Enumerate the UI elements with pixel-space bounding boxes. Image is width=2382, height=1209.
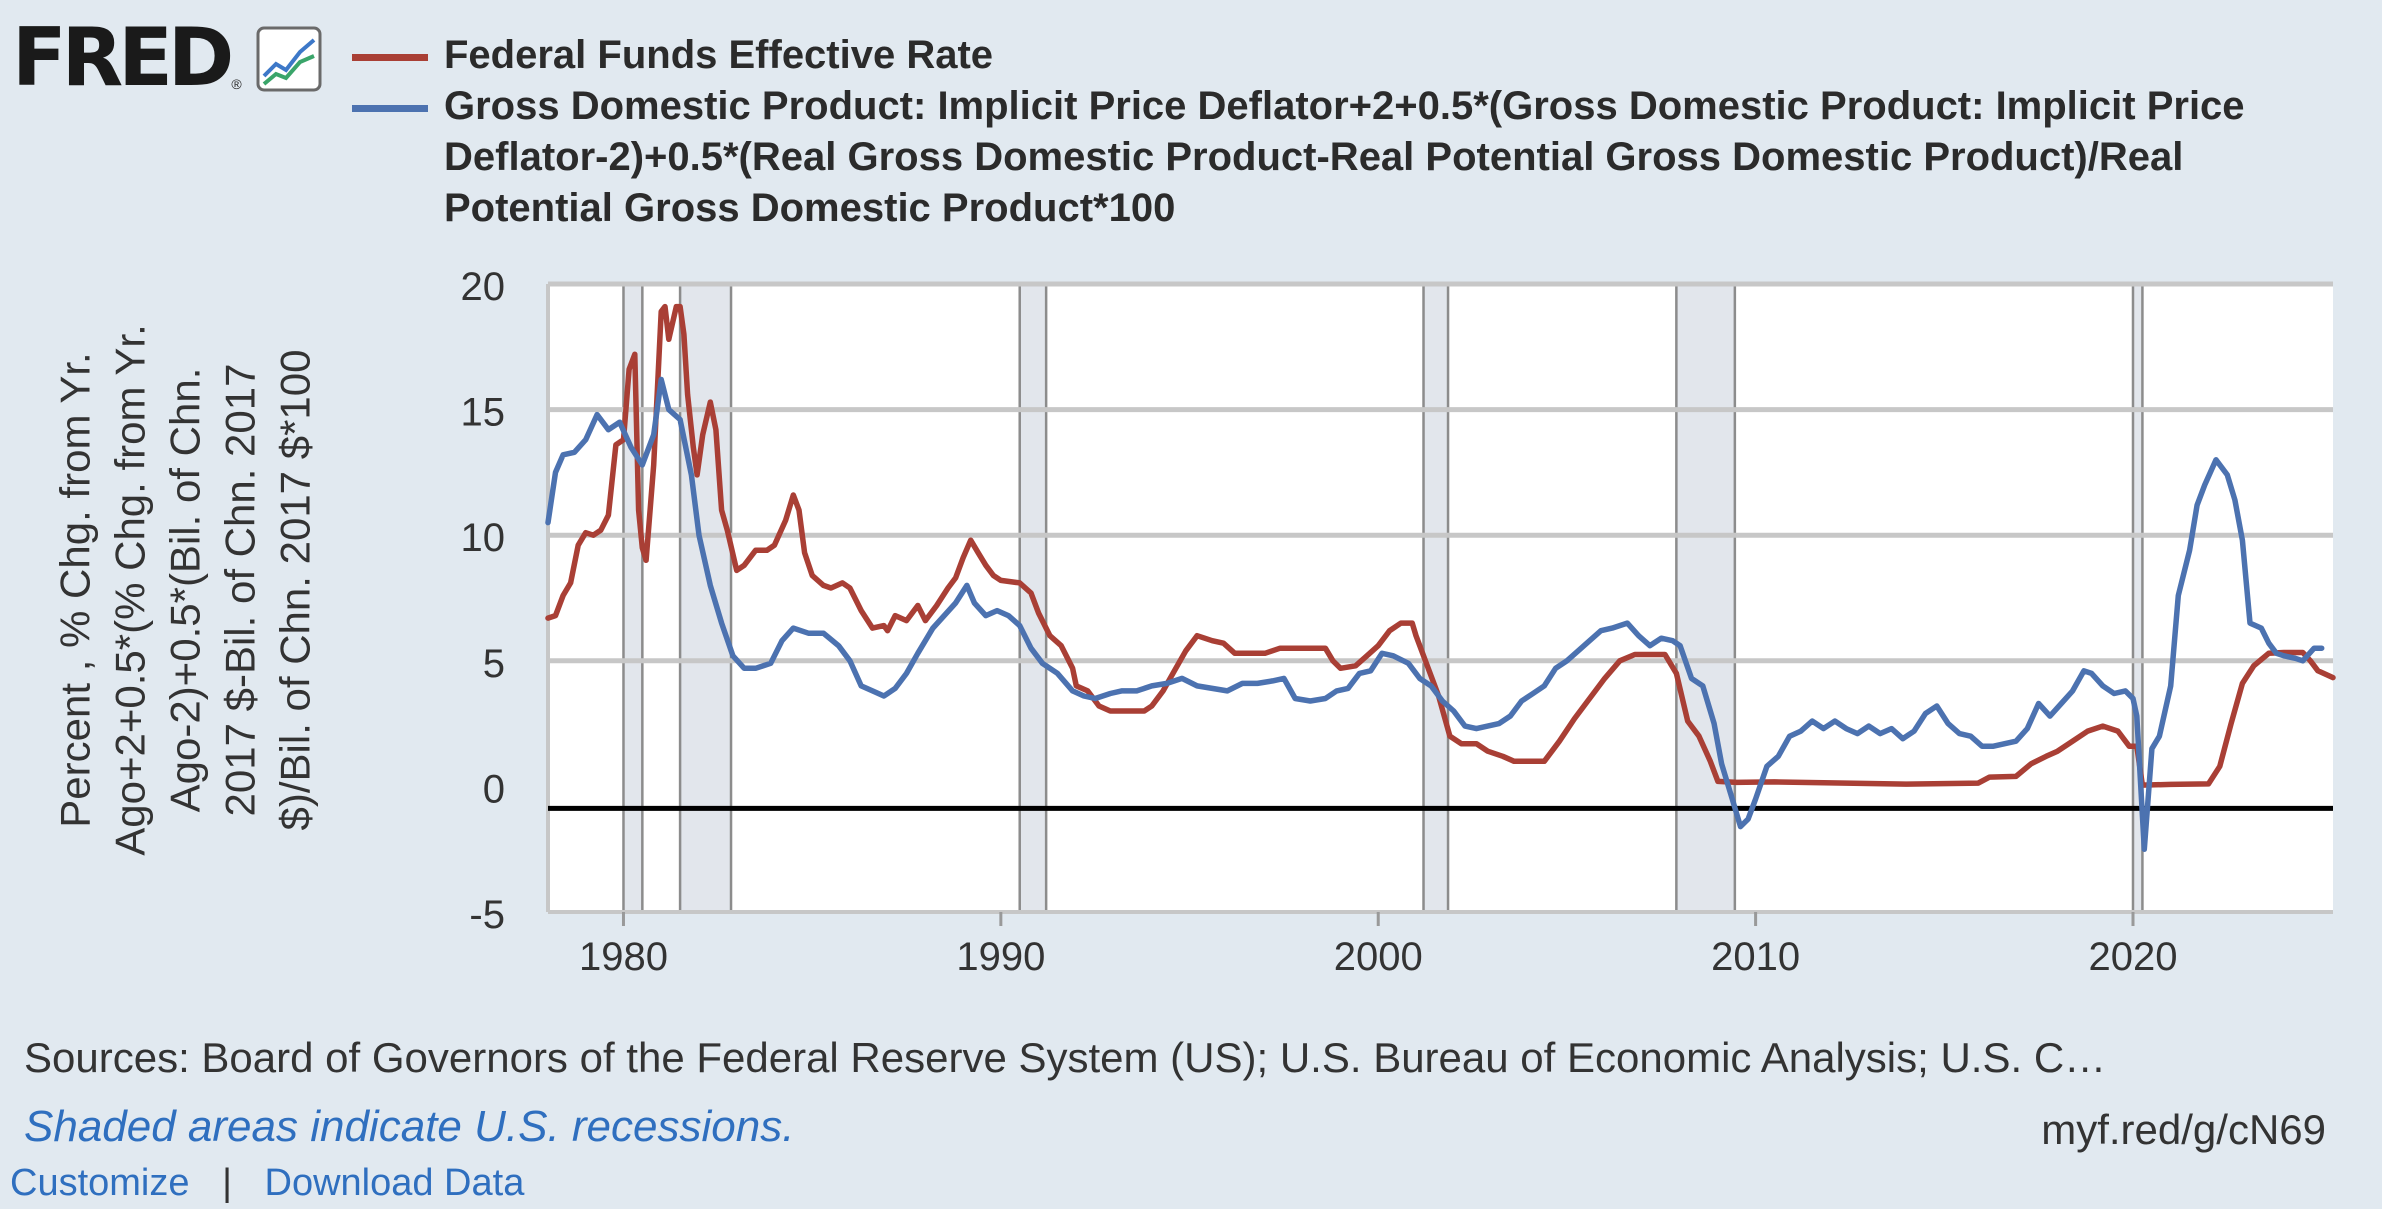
legend-label-fed-funds: Federal Funds Effective Rate: [444, 33, 994, 77]
fred-logo: FRED ®: [12, 18, 322, 98]
x-tick-label: 2010: [1711, 935, 1800, 979]
series-line-gdp-formula: [545, 376, 2325, 852]
line-chart-icon: [256, 26, 322, 92]
logo-text: FRED: [12, 11, 234, 104]
y-tick-label: 15: [461, 391, 506, 435]
y-tick-label: 0: [483, 767, 505, 811]
recession-band: [1423, 284, 1449, 912]
legend-item-gdp-formula: Gross Domestic Product: Implicit Price D…: [352, 81, 2352, 234]
y-tick-label: 10: [461, 516, 506, 560]
short-link[interactable]: myf.red/g/cN69: [2041, 1106, 2326, 1153]
logo-registered-mark: ®: [231, 76, 242, 92]
y-tick-label: 20: [461, 265, 506, 309]
download-data-link[interactable]: Download Data: [264, 1162, 525, 1204]
customize-link[interactable]: Customize: [10, 1162, 190, 1204]
legend-label-gdp-formula: Gross Domestic Product: Implicit Price D…: [444, 84, 2245, 230]
x-tick-label: 2020: [2088, 935, 2177, 979]
recession-note: Shaded areas indicate U.S. recessions.: [24, 1102, 795, 1151]
legend-swatch-gdp-formula: [352, 105, 428, 112]
legend-item-fed-funds: Federal Funds Effective Rate: [352, 30, 2352, 81]
footer-separator: |: [222, 1162, 232, 1204]
recession-band: [2132, 284, 2143, 912]
x-tick-label: 1980: [579, 935, 668, 979]
y-tick-label: 5: [483, 642, 505, 686]
series-line-fed-funds: [545, 303, 2336, 788]
x-tick-label: 1990: [956, 935, 1045, 979]
x-tick-label: 2000: [1334, 935, 1423, 979]
legend-swatch-fed-funds: [352, 54, 428, 61]
y-tick-label: -5: [469, 893, 505, 937]
recession-band: [1676, 284, 1735, 912]
footer-links: Customize | Download Data: [10, 1162, 524, 1205]
sources-text: Sources: Board of Governors of the Feder…: [24, 1034, 2107, 1081]
chart-legend: Federal Funds Effective Rate Gross Domes…: [352, 30, 2352, 234]
